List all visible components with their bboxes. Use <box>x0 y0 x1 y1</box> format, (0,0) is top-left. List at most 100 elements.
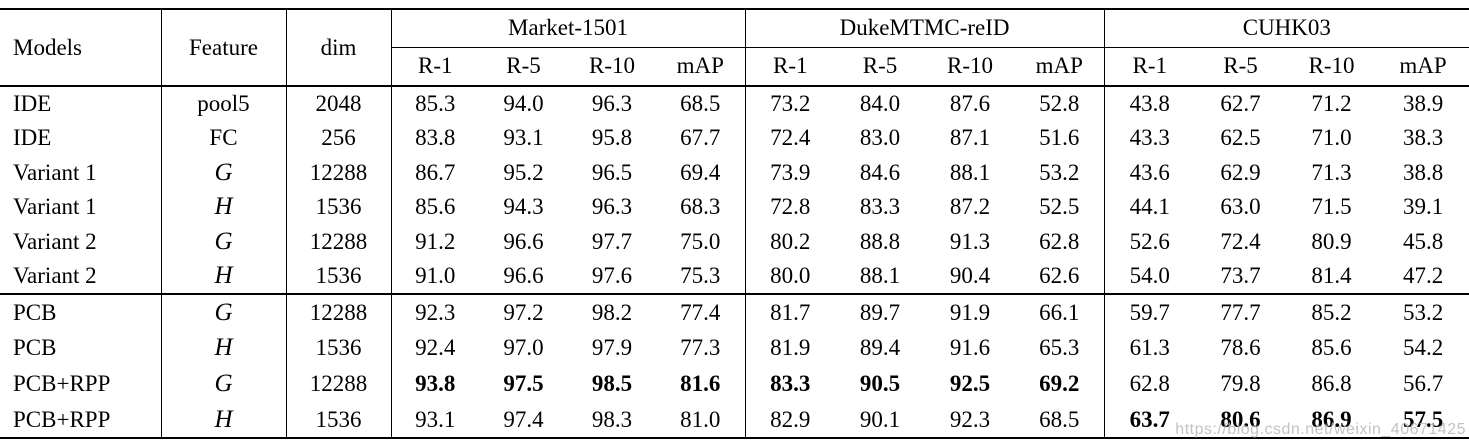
cell-dim: 1536 <box>286 330 392 367</box>
cell-value: 81.7 <box>745 293 836 331</box>
cell-value: 71.2 <box>1311 90 1352 116</box>
cell-model: PCB <box>0 293 162 331</box>
cell-model: Variant 2 <box>0 259 162 295</box>
cell-value: 92.3 <box>391 293 479 331</box>
cell-value: 67.7 <box>656 120 746 156</box>
cell-model: PCB+RPP <box>0 366 162 403</box>
cell-model: Variant 2 <box>0 224 162 260</box>
table-row: Variant 1 H 1536 85.6 94.3 96.3 68.3 72.8 83.3 87… <box>0 190 1469 225</box>
cell-value: 94.0 <box>503 90 544 116</box>
cell-value: 85.6 <box>415 194 456 220</box>
cell-value: 93.1 <box>503 125 544 151</box>
cell-value: 68.3 <box>656 190 746 225</box>
cell-value: 95.2 <box>503 159 544 185</box>
cell-value: 81.6 <box>656 366 746 403</box>
cell-value: 98.2 <box>568 293 656 331</box>
cell-value: 77.3 <box>656 330 746 367</box>
cell-value: 85.6 <box>1311 335 1352 361</box>
cell-value: 87.2 <box>949 194 991 220</box>
cell-value: 62.8 <box>1129 371 1170 397</box>
header-metric-r5: R-5 <box>835 47 926 87</box>
cell-value: 52.8 <box>1015 86 1105 121</box>
cell-value: 90.1 <box>859 406 901 432</box>
cell-value: 85.2 <box>1286 293 1378 331</box>
cell-value: 83.8 <box>415 125 456 151</box>
cell-value: 52.6 <box>1129 229 1170 255</box>
cell-model: PCB+RPP <box>0 402 162 439</box>
cell-value: 96.6 <box>503 263 544 289</box>
cell-value: 63.7 <box>1129 406 1170 432</box>
cell-feature: H <box>161 402 287 439</box>
cell-dim: 12288 <box>286 224 392 260</box>
table-header: Models Feature dim Market-1501 DukeMTMC-… <box>0 9 1469 87</box>
table-row: PCB H 1536 92.4 97.0 97.9 77.3 81.9 89.4 91.6 65.3… <box>0 330 1469 367</box>
cell-value: 57.5 <box>1402 406 1444 432</box>
cell-dim: 1536 <box>286 402 392 439</box>
cell-model: IDE <box>0 86 162 121</box>
cell-value: 39.1 <box>1402 194 1444 220</box>
cell-value: 92.5 <box>949 371 991 397</box>
header-feature: Feature <box>161 9 287 87</box>
cell-value: 43.6 <box>1129 159 1170 185</box>
table-row: PCB+RPP G 12288 93.8 97.5 98.5 81.6 83.3 90.5 92.… <box>0 366 1469 403</box>
cell-value: 66.1 <box>1015 293 1105 331</box>
cell-value: 96.3 <box>591 194 633 220</box>
cell-value: 53.2 <box>1015 155 1105 191</box>
cell-value: 62.6 <box>1015 259 1105 295</box>
cell-value: 93.8 <box>415 371 456 397</box>
cell-feature: G <box>161 293 287 331</box>
cell-value: 82.9 <box>770 406 811 432</box>
cell-value: 73.9 <box>770 159 811 185</box>
cell-value: 79.8 <box>1220 371 1261 397</box>
cell-value: 92.4 <box>415 335 456 361</box>
cell-value: 84.0 <box>859 90 901 116</box>
cell-value: 65.3 <box>1015 330 1105 367</box>
cell-dim: 12288 <box>286 366 392 403</box>
cell-value: 45.8 <box>1402 229 1444 255</box>
cell-value: 43.3 <box>1129 125 1170 151</box>
cell-value: 96.5 <box>591 159 633 185</box>
header-metric-r10: R-10 <box>568 47 656 87</box>
cell-dim: 1536 <box>286 259 392 295</box>
cell-value: 78.6 <box>1220 335 1261 361</box>
cell-value: 88.1 <box>949 159 991 185</box>
header-models: Models <box>0 9 162 87</box>
cell-value: 77.7 <box>1195 293 1287 331</box>
cell-value: 62.5 <box>1220 125 1261 151</box>
header-metric-r10: R-10 <box>925 47 1016 87</box>
cell-value: 85.3 <box>415 90 456 116</box>
cell-value: 87.6 <box>949 90 991 116</box>
cell-value: 81.4 <box>1311 263 1352 289</box>
header-metric-map: mAP <box>656 47 746 87</box>
cell-value: 84.6 <box>859 159 901 185</box>
cell-dim: 2048 <box>286 86 392 121</box>
cell-value: 89.7 <box>835 293 926 331</box>
cell-value: 52.5 <box>1015 190 1105 225</box>
table-row: PCB+RPP H 1536 93.1 97.4 98.3 81.0 82.9 90.1 92.3… <box>0 402 1469 439</box>
header-group-dukemtmc: DukeMTMC-reID <box>745 9 1105 48</box>
cell-value: 86.8 <box>1311 371 1352 397</box>
cell-value: 86.9 <box>1311 406 1352 432</box>
cell-feature: H <box>161 330 287 367</box>
table-row: Variant 1 G 12288 86.7 95.2 96.5 69.4 73.9 84.6 8… <box>0 155 1469 191</box>
cell-value: 83.3 <box>859 194 901 220</box>
cell-value: 68.5 <box>1015 402 1105 439</box>
cell-value: 38.8 <box>1402 159 1444 185</box>
cell-model: Variant 1 <box>0 190 162 225</box>
cell-value: 80.9 <box>1311 229 1352 255</box>
cell-value: 94.3 <box>503 194 544 220</box>
cell-value: 97.2 <box>479 293 568 331</box>
cell-value: 63.0 <box>1220 194 1261 220</box>
cell-value: 38.3 <box>1402 125 1444 151</box>
cell-feature: G <box>161 366 287 403</box>
cell-value: 97.0 <box>503 335 544 361</box>
cell-value: 77.4 <box>656 293 746 331</box>
cell-value: 97.4 <box>503 406 544 432</box>
header-metric-r5: R-5 <box>1195 47 1287 87</box>
cell-value: 91.3 <box>949 229 991 255</box>
cell-value: 83.3 <box>770 371 811 397</box>
header-metric-r10: R-10 <box>1286 47 1378 87</box>
cell-model: PCB <box>0 330 162 367</box>
cell-model: IDE <box>0 120 162 156</box>
cell-value: 53.2 <box>1377 293 1469 331</box>
